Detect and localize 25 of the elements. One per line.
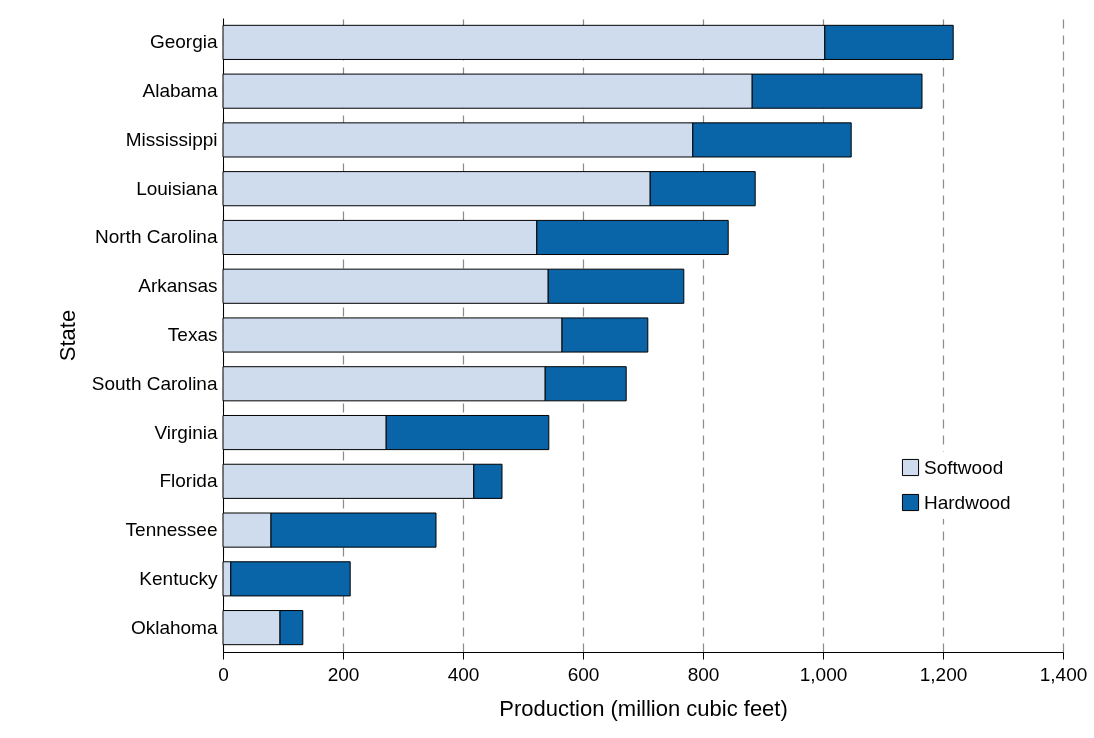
x-tick-label: 1,400 — [1039, 663, 1088, 685]
y-tick-label: Alabama — [142, 80, 218, 102]
x-tick-label: 600 — [567, 663, 600, 685]
x-axis-title: Production (million cubic feet) — [499, 695, 788, 721]
y-tick-label: North Carolina — [95, 226, 218, 248]
y-axis-title: State — [54, 309, 80, 362]
x-tick-label: 200 — [327, 663, 360, 685]
x-tick-label: 0 — [218, 663, 229, 685]
y-tick-label: Texas — [167, 324, 218, 345]
x-tick-label: 1,200 — [919, 663, 968, 685]
y-tick-label: Virginia — [154, 421, 218, 443]
y-tick-label: Florida — [159, 470, 218, 492]
y-tick-label: Tennessee — [125, 519, 218, 541]
legend-label: Softwood — [924, 456, 1004, 478]
legend-label: Hardwood — [924, 491, 1011, 513]
x-tick-label: 1,000 — [799, 663, 848, 685]
x-tick-label: 800 — [687, 663, 720, 685]
y-tick-label: Arkansas — [138, 275, 218, 297]
y-tick-label: Mississippi — [125, 128, 218, 150]
y-tick-label: Louisiana — [136, 177, 218, 199]
y-tick-label: Kentucky — [139, 567, 218, 589]
y-tick-label: Georgia — [149, 31, 218, 53]
x-tick-label: 400 — [447, 663, 480, 685]
y-tick-label: South Carolina — [91, 372, 218, 394]
y-tick-label: Oklahoma — [130, 616, 218, 638]
